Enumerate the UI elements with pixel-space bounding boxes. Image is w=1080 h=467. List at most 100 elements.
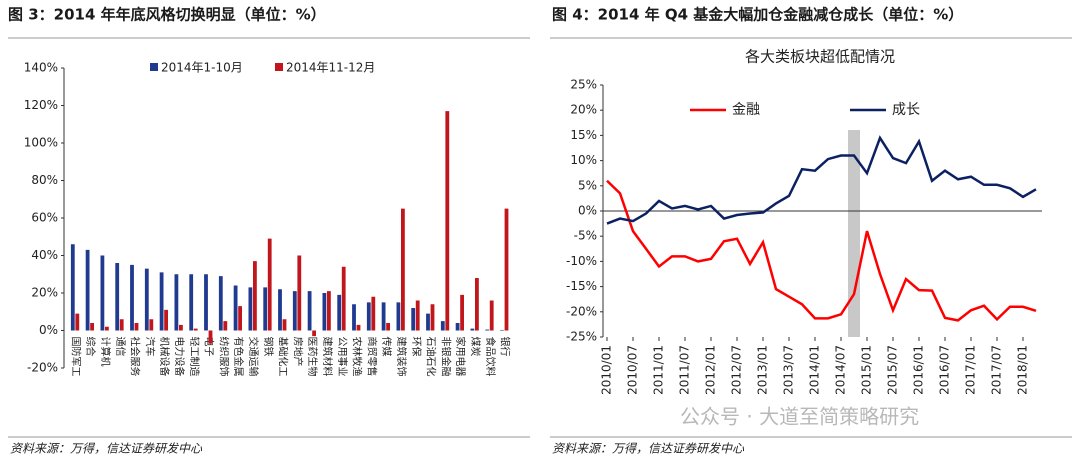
x-tick-label: 2012/01 <box>704 345 718 395</box>
y-tick-label: 20% <box>570 103 597 117</box>
y-tick-label: -10% <box>566 254 597 268</box>
x-tick-label: 基础化工 <box>277 337 290 377</box>
bar <box>204 274 208 331</box>
bar <box>223 321 228 331</box>
x-tick-label: 2018/01 <box>1016 345 1030 395</box>
bar <box>352 304 356 331</box>
bar <box>179 324 183 331</box>
bar <box>415 300 420 331</box>
x-tick-label: 2011/01 <box>652 345 666 395</box>
bar <box>85 249 90 331</box>
legend-swatch <box>275 63 283 71</box>
bar <box>475 278 479 331</box>
x-tick-label: 2016/07 <box>938 345 952 395</box>
y-tick-label: 25% <box>570 78 597 92</box>
x-tick-label: 2016/01 <box>912 345 926 395</box>
y-tick-label: 60% <box>31 211 58 225</box>
x-tick-label: 家用电器 <box>454 337 467 377</box>
y-tick-label: 100% <box>24 136 58 150</box>
bar <box>292 291 297 331</box>
y-tick-label: -5% <box>574 229 597 243</box>
bar <box>70 244 75 331</box>
x-tick-label: 国防军工 <box>69 337 82 377</box>
bar <box>193 328 198 331</box>
bar <box>455 323 460 331</box>
legend-swatch <box>150 63 158 71</box>
x-tick-label: 农林牧渔 <box>351 337 364 377</box>
y-tick-label: 40% <box>31 248 58 262</box>
bar <box>322 293 327 331</box>
x-tick-label: 2010/07 <box>626 345 640 395</box>
bar <box>75 313 80 331</box>
x-tick-label: 钢铁 <box>262 337 275 357</box>
y-tick-label: -15% <box>566 279 597 293</box>
bar <box>248 287 253 331</box>
bar <box>159 272 164 331</box>
y-tick-label: 0% <box>39 323 58 337</box>
x-tick-label: 轻工制造 <box>188 337 201 377</box>
bar <box>337 294 342 331</box>
bar <box>430 304 435 331</box>
x-tick-label: 非银金融 <box>439 337 452 377</box>
y-tick-label: 140% <box>24 61 58 75</box>
bar <box>460 294 464 331</box>
x-tick-label: 食品饮料 <box>484 337 497 377</box>
bar <box>189 274 194 331</box>
bar <box>366 302 371 331</box>
x-tick-label: 医药生物 <box>306 337 319 377</box>
bar <box>485 329 490 331</box>
x-tick-label: 2013/01 <box>756 345 770 395</box>
y-tick-label: 120% <box>24 98 58 112</box>
x-tick-label: 银行 <box>499 337 512 357</box>
x-tick-label: 商贸零售 <box>365 337 378 377</box>
legend-label: 金融 <box>732 102 760 118</box>
bar <box>470 328 475 331</box>
y-tick-label: 80% <box>31 173 58 187</box>
bar <box>500 329 504 331</box>
bar <box>307 291 312 331</box>
x-tick-label: 建筑装饰 <box>395 337 408 377</box>
figure-header: 图 3：2014 年年底风格切换明显（单位：%） <box>8 6 326 24</box>
x-tick-label: 2014/07 <box>834 345 848 395</box>
x-tick-label: 计算机 <box>99 337 112 367</box>
bar <box>312 330 316 337</box>
x-tick-label: 2017/01 <box>964 345 978 395</box>
bar <box>134 323 139 331</box>
x-tick-label: 2011/07 <box>678 345 692 395</box>
bar <box>445 111 450 331</box>
bar <box>174 274 179 331</box>
x-tick-label: 社会服务 <box>129 337 142 377</box>
bar <box>282 319 287 331</box>
x-tick-label: 电力设备 <box>173 337 186 377</box>
bar <box>381 302 386 331</box>
line <box>606 179 1037 322</box>
x-tick-label: 纺织服饰 <box>217 337 230 377</box>
bar <box>341 266 346 331</box>
bar <box>297 255 302 331</box>
x-tick-label: 2017/07 <box>990 345 1004 395</box>
bar <box>267 238 272 331</box>
y-tick-label: 0% <box>578 204 597 218</box>
watermark: 公众号 · 大道至简策略研究 <box>680 405 919 429</box>
x-tick-label: 2015/07 <box>886 345 900 395</box>
bar <box>396 302 401 331</box>
bar <box>386 323 390 331</box>
x-tick-label: 2012/07 <box>730 345 744 395</box>
x-tick-label: 石油石化 <box>425 337 438 377</box>
x-tick-label: 机械设备 <box>158 337 171 377</box>
y-tick-label: 5% <box>578 178 597 192</box>
x-tick-label: 传媒 <box>380 337 392 357</box>
y-tick-label: -25% <box>566 330 597 344</box>
bar <box>489 300 494 331</box>
x-tick-label: 房地产 <box>291 337 304 367</box>
bar <box>356 324 361 331</box>
bar <box>278 289 282 331</box>
x-tick-label: 通信 <box>114 337 126 357</box>
bar <box>164 309 168 331</box>
bar <box>144 268 149 331</box>
x-tick-label: 2010/01 <box>600 345 614 395</box>
bar <box>105 326 109 331</box>
x-tick-label: 2014/01 <box>808 345 822 395</box>
legend-label: 2014年1-10月 <box>161 61 243 75</box>
